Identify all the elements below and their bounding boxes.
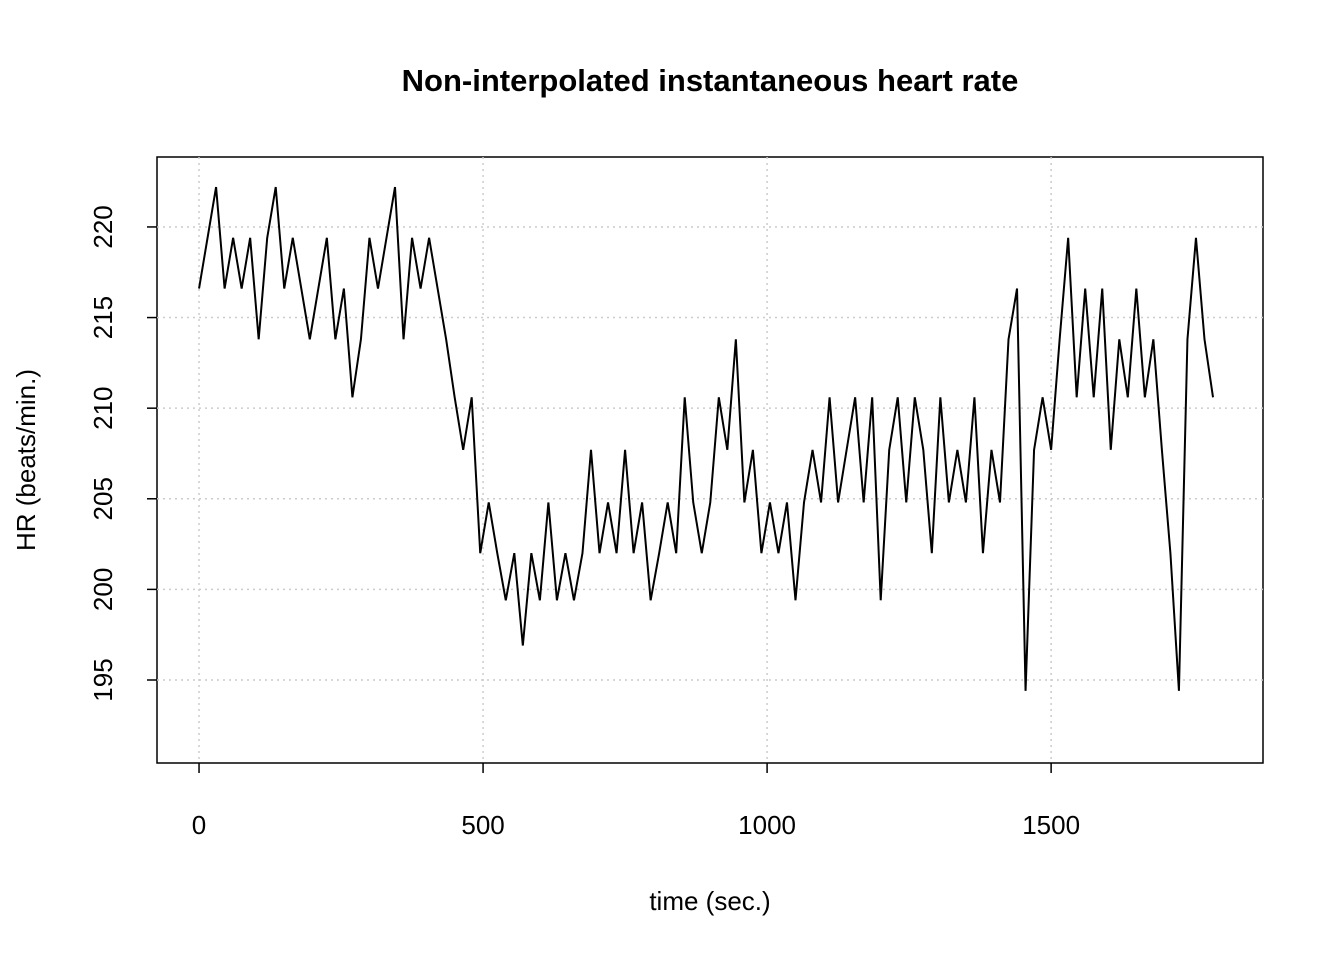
y-tick-label: 195 bbox=[88, 658, 118, 701]
y-tick-label: 205 bbox=[88, 477, 118, 520]
chart-title: Non-interpolated instantaneous heart rat… bbox=[402, 63, 1019, 98]
y-tick-label: 200 bbox=[88, 568, 118, 611]
x-tick-label: 1000 bbox=[738, 810, 796, 840]
y-axis-title: HR (beats/min.) bbox=[11, 369, 41, 551]
x-tick-label: 0 bbox=[192, 810, 206, 840]
y-tick-label: 215 bbox=[88, 296, 118, 339]
y-tick-label: 210 bbox=[88, 386, 118, 429]
x-axis-title: time (sec.) bbox=[649, 886, 770, 916]
x-tick-label: 1500 bbox=[1022, 810, 1080, 840]
y-tick-label: 220 bbox=[88, 205, 118, 248]
plot-frame bbox=[156, 156, 1264, 764]
data-line bbox=[198, 186, 1214, 691]
x-tick-label: 500 bbox=[461, 810, 504, 840]
